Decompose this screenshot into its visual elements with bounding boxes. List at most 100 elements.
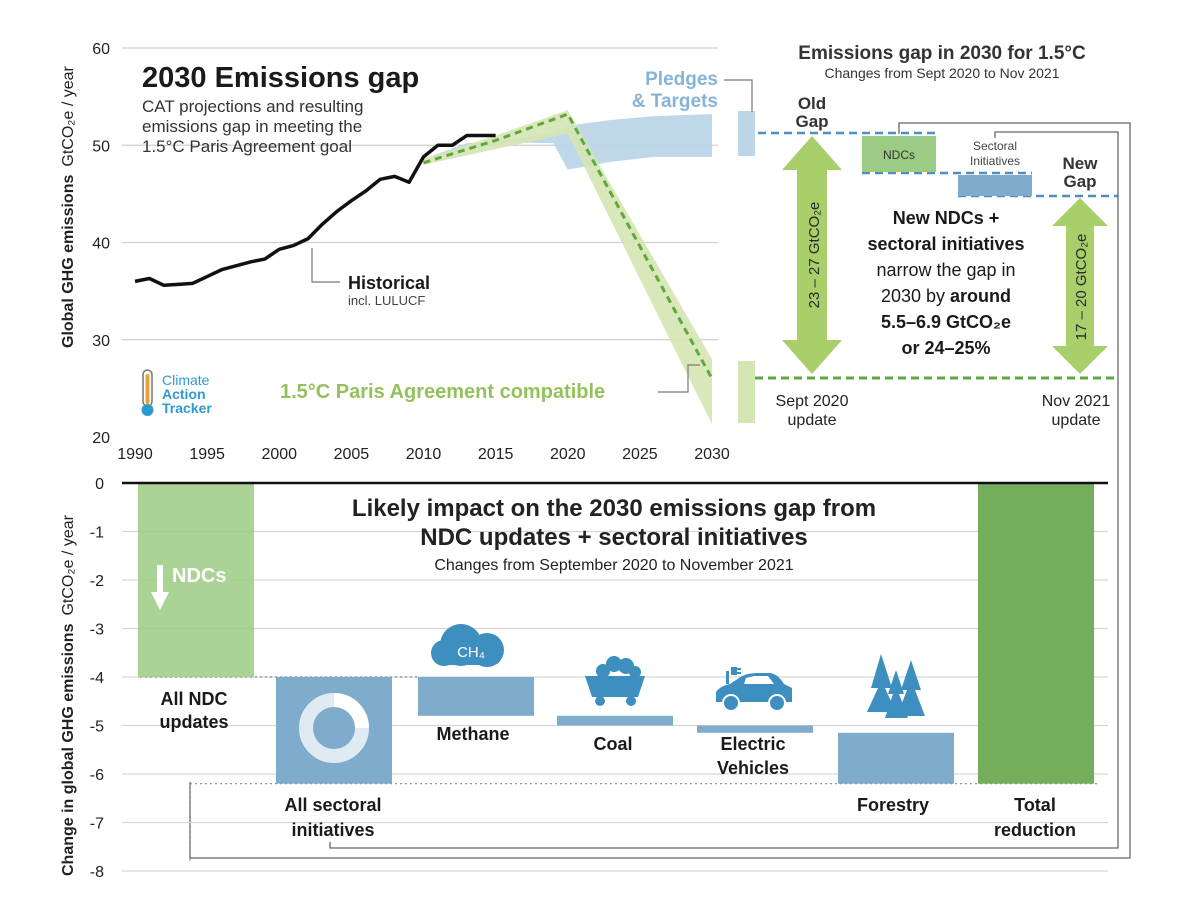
top-x-tick: 2015 — [478, 446, 514, 463]
bottom-bars-layer — [138, 483, 1094, 784]
pledges-label-2: & Targets — [632, 91, 718, 112]
bar-total-reduction — [978, 483, 1094, 784]
bottom-y-tick: -2 — [90, 573, 104, 590]
gap-panel-title: Emissions gap in 2030 for 1.5°C — [798, 43, 1086, 64]
paris-compatible-band — [423, 110, 712, 425]
bottom-y-axis-label: Change in global GHG emissionsGtCO₂e / y… — [60, 514, 77, 876]
top-subtitle-1: CAT projections and resulting — [142, 97, 363, 116]
historical-emissions-line — [134, 133, 496, 288]
ndc-bar-tag: NDCs — [172, 565, 226, 587]
top-x-tick: 2025 — [622, 446, 658, 463]
bottom-y-tick: -5 — [90, 719, 104, 736]
gap-summary-text: New NDCs + sectoral initiatives narrow t… — [867, 208, 1024, 358]
top-x-tick: 1995 — [189, 446, 225, 463]
bar-forestry — [838, 732, 954, 784]
gap-summary-line-3: narrow the gap in — [876, 260, 1015, 280]
top-x-tick: 2010 — [406, 446, 442, 463]
top-gridlines — [122, 47, 718, 341]
label-coal: Coal — [593, 734, 632, 754]
gap-summary-line-2: sectoral initiatives — [867, 234, 1024, 254]
gap-sectoral-box — [958, 175, 1032, 196]
new-gap-label-2: Gap — [1063, 172, 1096, 191]
bottom-title-2: NDC updates + sectoral initiatives — [420, 524, 807, 551]
bottom-subtitle: Changes from September 2020 to November … — [434, 557, 793, 574]
nov-2021-label-1: Nov 2021 — [1042, 393, 1111, 410]
logo-word-tracker: Tracker — [162, 400, 212, 416]
nov-2021-label-2: update — [1052, 412, 1101, 429]
label-ndc-1: All NDC — [161, 689, 228, 709]
bottom-y-tick: -4 — [90, 670, 104, 687]
pledges-leader-line — [724, 79, 753, 112]
paris-leader-line — [658, 364, 700, 393]
label-total-1: Total — [1014, 795, 1056, 815]
new-gap-value: 17 – 20 GtCO₂e — [1073, 234, 1090, 341]
label-ev-1: Electric — [720, 734, 785, 754]
old-gap-double-arrow: 23 – 27 GtCO₂e — [782, 136, 842, 374]
historical-sublabel: incl. LULUCF — [348, 293, 425, 308]
label-ev-2: Vehicles — [717, 758, 789, 778]
historical-label: Historical — [348, 273, 430, 293]
label-sectoral-1: All sectoral — [284, 795, 381, 815]
paris-range-bar — [738, 361, 755, 423]
top-x-tick-labels: 1990 1995 2000 2005 2010 2015 2020 2025 2030 — [117, 446, 730, 463]
old-gap-label-1: Old — [798, 94, 826, 113]
new-gap-label-1: New — [1063, 154, 1099, 173]
gap-sectoral-label-1: Sectoral — [973, 139, 1017, 153]
bottom-y-tick: -7 — [90, 816, 104, 833]
top-x-tick: 2020 — [550, 446, 586, 463]
old-gap-label-2: Gap — [795, 112, 828, 131]
pledges-range-bar — [738, 111, 755, 156]
gap-sectoral-label-2: Initiatives — [970, 154, 1020, 168]
gap-summary-line-4: 2030 by around — [881, 286, 1011, 306]
bottom-y-tick: -3 — [90, 622, 104, 639]
sectoral-leader-line — [329, 131, 1119, 849]
climate-action-tracker-logo: Climate Action Tracker — [141, 369, 212, 416]
methane-cloud-icon: CH₄ — [431, 624, 504, 667]
ndc-down-arrow-icon — [151, 565, 169, 610]
label-sectoral-2: initiatives — [291, 820, 374, 840]
methane-cloud-label: CH₄ — [457, 644, 485, 661]
new-gap-double-arrow: 17 – 20 GtCO₂e — [1052, 198, 1108, 374]
top-y-tick: 60 — [92, 41, 110, 58]
top-y-tick: 40 — [92, 236, 110, 253]
thermometer-bulb-icon — [141, 404, 154, 416]
gap-panel-subtitle: Changes from Sept 2020 to Nov 2021 — [824, 65, 1059, 81]
logo-word-climate: Climate — [162, 372, 210, 388]
bottom-y-tick: -6 — [90, 767, 104, 784]
historical-leader-line — [311, 248, 340, 283]
top-subtitle-2: emissions gap in meeting the — [142, 117, 362, 136]
top-x-tick: 2005 — [334, 446, 370, 463]
label-methane: Methane — [436, 724, 509, 744]
top-y-tick: 30 — [92, 333, 110, 350]
sept-2020-label-2: update — [788, 412, 837, 429]
label-forestry: Forestry — [857, 795, 929, 815]
gap-ndcs-box — [862, 136, 936, 172]
gap-summary-line-6: or 24–25% — [901, 338, 990, 358]
paris-compatible-dashed-line — [423, 112, 714, 380]
sectoral-donut-icon — [299, 693, 369, 763]
pledges-label-1: Pledges — [645, 69, 718, 90]
top-x-tick: 2030 — [694, 446, 730, 463]
top-x-tick: 1990 — [117, 446, 153, 463]
gap-ndcs-box-label: NDCs — [883, 148, 915, 162]
gap-summary-line-5: 5.5–6.9 GtCO₂e — [881, 312, 1011, 332]
top-y-tick-labels: 20 30 40 50 60 — [92, 41, 110, 447]
bottom-title-1: Likely impact on the 2030 emissions gap … — [352, 495, 876, 522]
bottom-y-tick-labels: 0 -1 -2 -3 -4 -5 -6 -7 -8 — [90, 476, 104, 881]
electric-car-icon — [716, 667, 792, 712]
sept-2020-label-1: Sept 2020 — [776, 393, 849, 410]
old-gap-value: 23 – 27 GtCO₂e — [806, 202, 823, 309]
top-y-tick: 20 — [92, 430, 110, 447]
top-x-tick: 2000 — [261, 446, 297, 463]
bottom-y-tick: -1 — [90, 525, 104, 542]
bar-methane — [418, 677, 534, 716]
top-series-layer — [134, 110, 714, 425]
top-title: 2030 Emissions gap — [142, 62, 419, 94]
gap-summary-line-1: New NDCs + — [893, 208, 1000, 228]
bar-electric-vehicles — [697, 725, 813, 733]
bottom-gridlines — [122, 530, 1108, 872]
top-subtitle-3: 1.5°C Paris Agreement goal — [142, 137, 352, 156]
logo-word-action: Action — [162, 386, 206, 402]
top-y-axis-label: Global GHG emissionsGtCO₂e / year — [60, 65, 77, 348]
